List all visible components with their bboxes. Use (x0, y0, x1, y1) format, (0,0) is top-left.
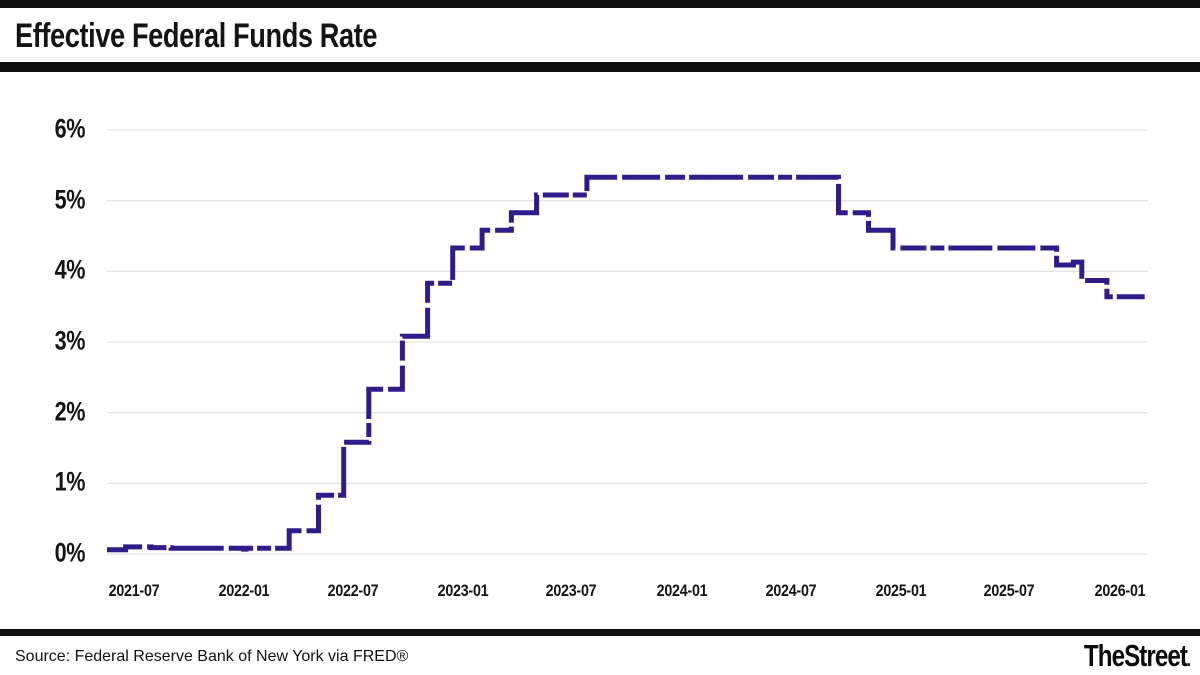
logo-text: TheStreet (1083, 638, 1188, 673)
title-divider-bar (0, 62, 1200, 72)
y-tick-label: 5% (54, 184, 86, 215)
y-tick-label: 0% (54, 537, 86, 568)
effr-step-line (107, 174, 1145, 553)
y-tick-label: 3% (54, 325, 86, 356)
x-tick-label: 2024-01 (656, 581, 707, 600)
y-tick-label: 1% (54, 467, 86, 498)
x-tick-label: 2021-07 (108, 581, 160, 600)
y-tick-label: 6% (54, 113, 86, 144)
x-tick-label: 2023-01 (437, 581, 489, 600)
x-tick-label: 2024-07 (765, 581, 816, 600)
y-tick-label: 2% (54, 396, 86, 427)
y-tick-label: 4% (54, 255, 86, 286)
chart-title: Effective Federal Funds Rate (15, 17, 378, 55)
x-tick-label: 2026-01 (1094, 581, 1145, 600)
x-tick-label: 2022-01 (218, 581, 270, 600)
x-tick-label: 2022-07 (327, 581, 379, 600)
logo-period: . (1187, 650, 1191, 670)
x-tick-label: 2025-01 (875, 581, 927, 600)
top-black-bar (0, 0, 1200, 8)
x-tick-label: 2025-07 (983, 581, 1035, 600)
thestreet-logo: TheStreet. (1083, 638, 1191, 674)
x-tick-label: 2023-07 (545, 581, 597, 600)
source-attribution: Source: Federal Reserve Bank of New York… (15, 648, 409, 665)
footer-divider-bar (0, 629, 1200, 636)
